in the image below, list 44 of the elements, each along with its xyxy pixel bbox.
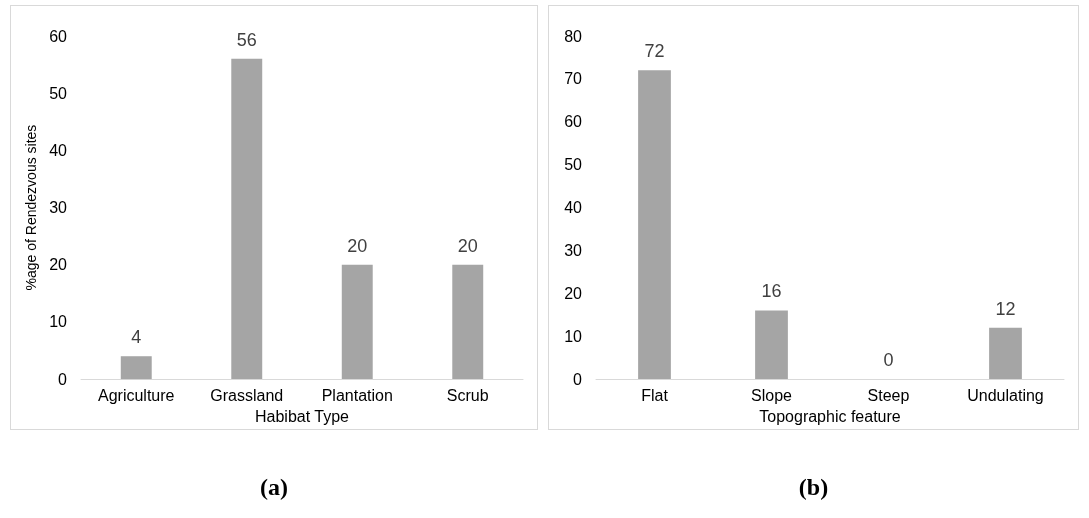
y-tick-label: 20	[49, 256, 68, 274]
text: (b)	[797, 474, 830, 501]
bar	[989, 327, 1022, 380]
x-tick-label: Steep	[867, 386, 910, 404]
x-axis-title: Habibat Type	[255, 407, 350, 425]
data-label: 20	[457, 235, 478, 256]
x-tick-label: Scrub	[446, 386, 489, 404]
y-tick-label: 0	[58, 370, 68, 388]
x-tick-label: Slope	[751, 386, 793, 404]
bar	[231, 58, 263, 380]
bar	[452, 264, 484, 380]
bar	[120, 356, 152, 380]
y-tick-label: 10	[564, 327, 583, 345]
y-axis-title: %age of Rendezvous sites	[23, 124, 40, 291]
data-label: 56	[236, 29, 257, 50]
data-label: 16	[761, 281, 782, 302]
y-tick-label: 0	[573, 370, 583, 388]
y-tick-label: 30	[49, 199, 68, 217]
y-tick-label: 40	[49, 141, 68, 159]
y-tick-label: 10	[49, 313, 68, 331]
x-tick-label: Plantation	[321, 386, 393, 404]
y-tick-label: 50	[564, 156, 583, 174]
data-label: 12	[995, 298, 1016, 319]
y-tick-label: 60	[49, 27, 68, 45]
x-tick-label: Grassland	[210, 386, 284, 404]
data-label: 72	[644, 41, 665, 62]
text: (a)	[259, 474, 289, 501]
bar	[638, 70, 671, 380]
x-tick-label: Flat	[641, 386, 669, 404]
y-tick-label: 70	[564, 70, 583, 88]
y-tick-label: 80	[564, 27, 583, 45]
y-tick-label: 60	[564, 113, 583, 131]
bar	[341, 264, 373, 380]
x-tick-label: Undulating	[967, 386, 1044, 404]
y-tick-label: 20	[564, 284, 583, 302]
x-axis-title: Topographic feature	[759, 407, 901, 425]
data-label: 4	[131, 327, 142, 348]
y-tick-label: 40	[564, 199, 583, 217]
y-tick-label: 50	[49, 84, 68, 102]
y-tick-label: 30	[564, 241, 583, 259]
bar	[755, 310, 788, 380]
data-label: 0	[883, 350, 894, 371]
x-tick-label: Agriculture	[98, 386, 175, 404]
data-label: 20	[347, 235, 368, 256]
